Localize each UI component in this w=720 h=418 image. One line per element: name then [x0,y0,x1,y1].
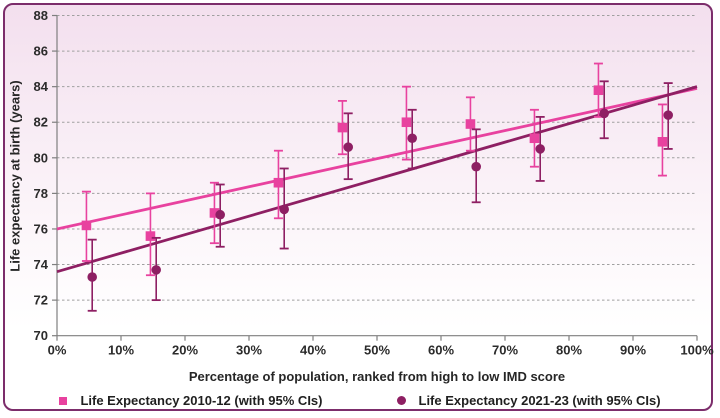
x-tick-label: 50% [364,343,390,358]
data-point-circle [663,110,673,120]
x-tick-label: 90% [620,343,646,358]
data-point-square [401,117,412,128]
data-point-circle [151,265,161,275]
y-axis-title: Life expectancy at birth (years) [7,80,23,272]
axes: 70 72 74 76 78 80 82 84 86 88 0% 10% 20% 30% 40% 50% 60%… [34,8,715,358]
y-tick-label: 78 [34,186,48,201]
x-tick-label: 60% [428,343,454,358]
y-tick-label: 72 [34,293,48,308]
chart-legend: Life Expectancy 2010-12 (with 95% CIs) L… [0,393,720,408]
x-tick-label: 100% [680,343,714,358]
y-tick-label: 80 [34,150,48,165]
circle-marker-icon [396,396,406,405]
data-point-square [209,208,220,218]
data-point-square [657,137,668,147]
legend-item-2010-12: Life Expectancy 2010-12 (with 95% CIs) [59,393,323,408]
data-point-square [593,85,604,96]
data-point-circle [279,204,290,215]
x-tick-label: 40% [300,343,326,358]
legend-item-2021-23: Life Expectancy 2021-23 (with 95% CIs) [396,393,661,408]
x-tick-label: 20% [172,343,198,358]
data-point-circle [535,144,545,154]
data-point-square [273,177,284,188]
trend-line-series-0 [56,87,698,231]
x-tick-label: 70% [492,343,518,358]
data-point-square [81,220,92,231]
y-tick-label: 82 [34,115,48,130]
x-tick-label: 80% [556,343,582,358]
data-point-square [529,133,540,144]
trend-line-series-1 [56,85,698,274]
data-point-square [337,122,348,133]
gridlines [57,15,697,301]
legend-label-2010-12: Life Expectancy 2010-12 (with 95% CIs) [80,393,323,408]
legend-label-2021-23: Life Expectancy 2021-23 (with 95% CIs) [418,393,661,408]
data-point-circle [87,272,97,282]
data-point-circle [343,142,354,152]
data-point-circle [407,133,418,144]
x-tick-label: 30% [236,343,262,358]
x-tick-label: 10% [108,343,134,358]
data-point-circle [215,209,225,220]
x-tick-label: 0% [48,343,67,358]
y-tick-label: 70 [34,328,48,343]
data-point-circle [471,161,482,172]
series-0 [81,62,668,277]
y-tick-label: 74 [34,257,49,272]
series-1 [87,80,673,312]
y-tick-label: 76 [34,221,48,236]
y-tick-label: 88 [34,8,48,23]
y-tick-label: 84 [34,79,49,94]
chart-panel [3,3,713,411]
square-marker-icon [59,396,68,405]
data-point-circle [599,108,609,119]
data-point-square [465,119,476,129]
x-axis-title: Percentage of population, ranked from hi… [188,369,566,384]
y-tick-label: 86 [34,44,48,59]
data-point-square [145,231,156,241]
